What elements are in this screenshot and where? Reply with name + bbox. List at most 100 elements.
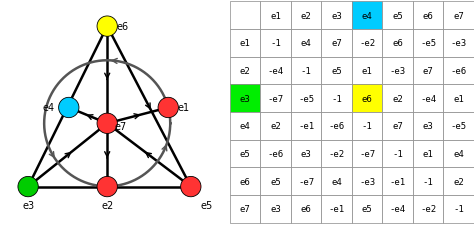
Text: e6: e6	[240, 177, 251, 186]
Bar	[260, 140, 291, 168]
Text: e5: e5	[270, 177, 281, 186]
Bar	[230, 195, 260, 223]
Bar	[260, 30, 291, 57]
Bar	[413, 30, 444, 57]
Bar	[260, 57, 291, 85]
Text: e5: e5	[240, 149, 251, 158]
Bar	[230, 112, 260, 140]
Bar	[260, 2, 291, 30]
Bar	[413, 168, 444, 195]
Text: e2: e2	[392, 94, 403, 103]
Bar	[321, 85, 352, 112]
Bar	[352, 57, 383, 85]
Bar	[260, 195, 291, 223]
Text: e1: e1	[453, 94, 464, 103]
Bar	[352, 30, 383, 57]
Text: e4: e4	[301, 39, 311, 48]
Text: e2: e2	[270, 122, 281, 131]
Bar	[383, 30, 413, 57]
Text: e4: e4	[240, 122, 251, 131]
Text: e4: e4	[42, 103, 55, 113]
Text: -e1: -e1	[328, 205, 345, 214]
Bar	[383, 2, 413, 30]
Text: e4: e4	[362, 11, 373, 20]
Text: e6: e6	[362, 94, 373, 103]
Text: -e3: -e3	[390, 67, 406, 76]
Text: -e2: -e2	[420, 205, 436, 214]
Bar	[352, 140, 383, 168]
Text: e1: e1	[270, 11, 281, 20]
Bar	[413, 140, 444, 168]
Text: e1: e1	[362, 67, 373, 76]
Circle shape	[181, 177, 201, 197]
Bar	[260, 168, 291, 195]
Text: e6: e6	[392, 39, 403, 48]
Bar	[260, 112, 291, 140]
Text: -e2: -e2	[328, 149, 345, 158]
Text: -e5: -e5	[451, 122, 467, 131]
Circle shape	[158, 98, 178, 118]
Text: -1: -1	[331, 94, 342, 103]
Text: e1: e1	[240, 39, 251, 48]
Bar	[383, 112, 413, 140]
Bar	[352, 112, 383, 140]
Text: -1: -1	[301, 67, 311, 76]
Text: -1: -1	[453, 205, 464, 214]
Bar	[444, 57, 474, 85]
Text: -1: -1	[392, 149, 403, 158]
Bar	[321, 2, 352, 30]
Bar	[291, 195, 321, 223]
Bar	[230, 140, 260, 168]
Bar	[444, 2, 474, 30]
Text: e3: e3	[22, 200, 34, 210]
Bar	[413, 112, 444, 140]
Circle shape	[97, 177, 118, 197]
Text: -e3: -e3	[359, 177, 375, 186]
Bar	[413, 2, 444, 30]
Bar	[291, 112, 321, 140]
Bar	[230, 30, 260, 57]
Bar	[413, 57, 444, 85]
Text: e7: e7	[240, 205, 251, 214]
Text: -e1: -e1	[390, 177, 406, 186]
Bar	[291, 168, 321, 195]
Circle shape	[97, 17, 118, 37]
Text: -1: -1	[362, 122, 373, 131]
Text: e7: e7	[331, 39, 342, 48]
Text: e2: e2	[240, 67, 251, 76]
Bar	[352, 168, 383, 195]
Text: -e4: -e4	[268, 67, 284, 76]
Bar	[383, 140, 413, 168]
Text: e5: e5	[331, 67, 342, 76]
Text: -1: -1	[423, 177, 434, 186]
Text: e1: e1	[178, 103, 190, 113]
Bar	[230, 57, 260, 85]
Text: e7: e7	[392, 122, 403, 131]
Text: e3: e3	[331, 11, 342, 20]
Bar	[291, 2, 321, 30]
Text: -e2: -e2	[359, 39, 375, 48]
Text: e7: e7	[423, 67, 434, 76]
Text: -e6: -e6	[328, 122, 345, 131]
Bar	[352, 2, 383, 30]
Bar	[230, 168, 260, 195]
Bar	[444, 140, 474, 168]
Text: e6: e6	[301, 205, 311, 214]
Text: -e1: -e1	[298, 122, 314, 131]
Bar	[321, 140, 352, 168]
Bar	[444, 112, 474, 140]
Circle shape	[18, 177, 38, 197]
Text: e3: e3	[301, 149, 311, 158]
Text: e3: e3	[423, 122, 434, 131]
Text: e3: e3	[240, 94, 251, 103]
Bar	[291, 30, 321, 57]
Text: -e6: -e6	[268, 149, 284, 158]
Bar	[230, 85, 260, 112]
Text: e2: e2	[301, 11, 311, 20]
Bar	[291, 57, 321, 85]
Text: e6: e6	[117, 22, 129, 32]
Text: -e6: -e6	[451, 67, 467, 76]
Text: e4: e4	[453, 149, 464, 158]
Text: -e7: -e7	[268, 94, 284, 103]
Bar	[444, 195, 474, 223]
